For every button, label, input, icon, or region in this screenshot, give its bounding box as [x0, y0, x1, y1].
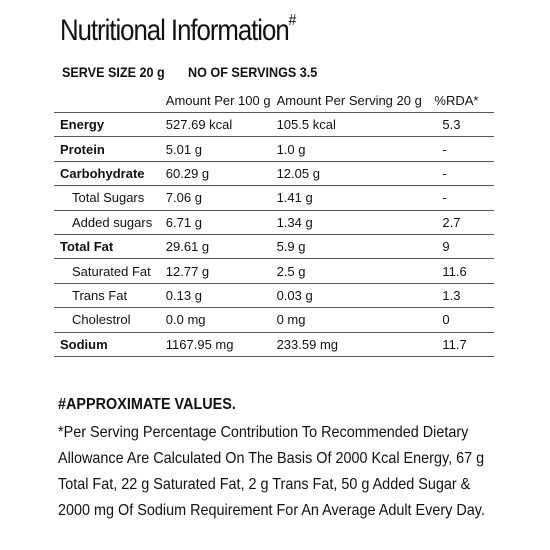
- amount-per-100g: 12.77 g: [165, 263, 210, 279]
- amount-per-serving: 2.5 g: [276, 263, 306, 279]
- amount-per-serving: 5.9 g: [276, 239, 306, 255]
- rda-percent: -: [442, 190, 447, 206]
- table-row: Energy 527.69 kcal 105.5 kcal 5.3: [54, 112, 494, 137]
- amount-per-100g: 7.06 g: [165, 190, 202, 206]
- table-row: Trans Fat 0.13 g 0.03 g 1.3: [54, 283, 494, 307]
- nutrient-name: Cholestrol: [72, 312, 131, 328]
- footnote-line: 2000 mg Of Sodium Requirement For An Ave…: [58, 502, 485, 519]
- footnote-line: Allowance Are Calculated On The Basis Of…: [58, 450, 485, 467]
- rda-percent: 0: [442, 312, 450, 328]
- nutrition-table: Amount Per 100 g Amount Per Serving 20 g…: [54, 88, 494, 357]
- footnote-line: *Per Serving Percentage Contribution To …: [58, 424, 469, 441]
- amount-per-100g: 29.61 g: [165, 239, 210, 255]
- serving-info: SERVE SIZE 20 g NO OF SERVINGS 3.5: [62, 64, 337, 80]
- column-header: %RDA*: [434, 92, 479, 108]
- rda-percent: 9: [442, 239, 450, 255]
- table-header-row: Amount Per 100 g Amount Per Serving 20 g…: [54, 88, 494, 113]
- amount-per-100g: 527.69 kcal: [165, 117, 233, 133]
- title-mark: #: [288, 12, 297, 29]
- serve-size: SERVE SIZE 20 g: [62, 64, 165, 80]
- column-header: Amount Per Serving 20 g: [276, 92, 422, 108]
- nutrient-name: Trans Fat: [72, 287, 128, 303]
- servings-count: NO OF SERVINGS 3.5: [188, 64, 318, 80]
- rda-percent: 2.7: [442, 214, 461, 230]
- column-header: Amount Per 100 g: [165, 92, 271, 108]
- nutrient-name: Carbohydrate: [60, 165, 145, 181]
- rda-percent: 5.3: [442, 117, 461, 133]
- title-text: Nutritional Information: [60, 14, 290, 47]
- table-row: Total Fat 29.61 g 5.9 g 9: [54, 234, 494, 258]
- rda-percent: 11.6: [442, 263, 467, 279]
- rda-footnote: *Per Serving Percentage Contribution To …: [58, 420, 490, 524]
- table-body: Energy 527.69 kcal 105.5 kcal 5.3 Protein 5.0…: [54, 112, 494, 357]
- amount-per-serving: 233.59 mg: [276, 336, 339, 352]
- rda-percent: 1.3: [442, 287, 461, 303]
- amount-per-100g: 5.01 g: [165, 141, 202, 157]
- nutrient-name: Saturated Fat: [72, 263, 151, 279]
- table-row: Saturated Fat 12.77 g 2.5 g 11.6: [54, 258, 494, 283]
- amount-per-100g: 6.71 g: [165, 214, 202, 230]
- column-header: [54, 88, 160, 113]
- amount-per-serving: 1.34 g: [276, 214, 313, 230]
- nutrient-name: Total Fat: [60, 239, 114, 255]
- rda-percent: -: [442, 141, 447, 157]
- approximate-values-note: #APPROXIMATE VALUES.: [58, 396, 236, 413]
- nutrient-name: Protein: [60, 141, 105, 157]
- footnote-line: Total Fat, 22 g Saturated Fat, 2 g Trans…: [58, 476, 471, 493]
- amount-per-100g: 1167.95 mg: [165, 336, 234, 352]
- amount-per-serving: 1.41 g: [276, 190, 313, 206]
- amount-per-serving: 0.03 g: [276, 287, 313, 303]
- table-row: Protein 5.01 g 1.0 g -: [54, 136, 494, 161]
- nutrient-name: Total Sugars: [72, 190, 145, 206]
- table-row: Cholestrol 0.0 mg 0 mg 0: [54, 307, 494, 332]
- table-row: Sodium 1167.95 mg 233.59 mg 11.7: [54, 332, 494, 357]
- nutrient-name: Added sugars: [72, 214, 153, 230]
- nutrient-name: Energy: [60, 117, 105, 133]
- amount-per-100g: 0.0 mg: [165, 312, 206, 328]
- table-row: Carbohydrate 60.29 g 12.05 g -: [54, 161, 494, 185]
- amount-per-serving: 0 mg: [276, 312, 306, 328]
- table-row: Total Sugars 7.06 g 1.41 g -: [54, 185, 494, 210]
- table-row: Added sugars 6.71 g 1.34 g 2.7: [54, 210, 494, 234]
- amount-per-100g: 0.13 g: [165, 287, 202, 303]
- rda-percent: -: [442, 165, 447, 181]
- amount-per-serving: 105.5 kcal: [276, 117, 336, 133]
- nutrient-name: Sodium: [60, 336, 108, 352]
- amount-per-serving: 1.0 g: [276, 141, 306, 157]
- amount-per-serving: 12.05 g: [276, 165, 320, 181]
- rda-percent: 11.7: [442, 336, 467, 352]
- page-title: Nutritional Information#: [60, 12, 297, 48]
- amount-per-100g: 60.29 g: [165, 165, 210, 181]
